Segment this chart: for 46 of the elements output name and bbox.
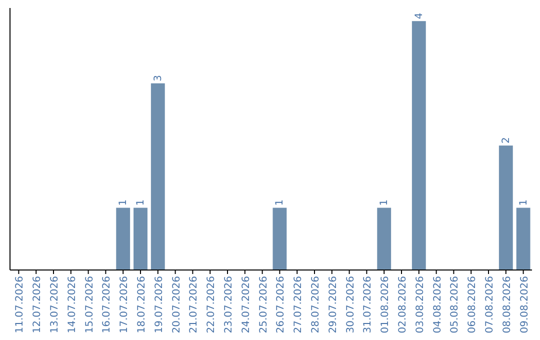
x-tick-label: 31.07.2026 bbox=[362, 276, 374, 334]
data-label: 1 bbox=[274, 199, 286, 206]
data-label: 1 bbox=[379, 199, 390, 206]
x-tick-label: 19.07.2026 bbox=[154, 276, 165, 334]
x-tick-label: 03.08.2026 bbox=[414, 276, 426, 334]
x-tick-label: 25.07.2026 bbox=[258, 276, 270, 334]
data-label: 2 bbox=[500, 137, 512, 144]
x-tick-label: 04.08.2026 bbox=[432, 276, 444, 334]
x-tick-label: 29.07.2026 bbox=[328, 276, 339, 334]
bar bbox=[498, 146, 513, 270]
data-label: 1 bbox=[118, 199, 130, 206]
x-tick-label: 09.08.2026 bbox=[519, 276, 530, 334]
x-tick-label: 28.07.2026 bbox=[310, 276, 322, 334]
x-tick-label: 21.07.2026 bbox=[188, 276, 200, 334]
bar bbox=[516, 208, 530, 270]
x-tick-label: 11.07.2026 bbox=[14, 276, 26, 334]
x-tick-label: 05.08.2026 bbox=[450, 276, 461, 334]
x-tick-label: 14.07.2026 bbox=[66, 276, 78, 334]
data-label: 4 bbox=[414, 12, 425, 20]
x-tick-label: 06.08.2026 bbox=[467, 276, 478, 334]
x-tick-label: 16.07.2026 bbox=[102, 276, 113, 334]
data-label: 1 bbox=[136, 199, 146, 206]
x-tick-label: 24.07.2026 bbox=[240, 276, 252, 334]
x-tick-label: 26.07.2026 bbox=[276, 276, 287, 334]
x-tick-label: 12.07.2026 bbox=[32, 276, 44, 334]
x-tick-label: 02.08.2026 bbox=[398, 276, 408, 334]
bar bbox=[377, 208, 392, 270]
x-tick-label: 30.07.2026 bbox=[345, 276, 356, 334]
x-tick-label: 17.07.2026 bbox=[119, 276, 130, 334]
x-tick-label: 22.07.2026 bbox=[206, 276, 218, 334]
bar bbox=[116, 208, 130, 270]
x-tick-label: 01.08.2026 bbox=[380, 276, 392, 334]
x-tick-label: 13.07.2026 bbox=[50, 276, 60, 334]
bar bbox=[150, 83, 165, 270]
data-label: 3 bbox=[152, 74, 164, 82]
x-tick-label: 23.07.2026 bbox=[224, 276, 234, 334]
bar bbox=[412, 21, 426, 270]
x-tick-label: 18.07.2026 bbox=[136, 276, 148, 334]
x-tick-label: 08.08.2026 bbox=[502, 276, 513, 334]
data-label: 1 bbox=[518, 199, 530, 206]
x-tick-label: 15.07.2026 bbox=[84, 276, 96, 334]
x-tick-label: 20.07.2026 bbox=[171, 276, 182, 334]
bar bbox=[134, 208, 148, 270]
x-tick-label: 27.07.2026 bbox=[293, 276, 304, 334]
x-tick-label: 07.08.2026 bbox=[484, 276, 496, 334]
bar bbox=[272, 208, 287, 270]
